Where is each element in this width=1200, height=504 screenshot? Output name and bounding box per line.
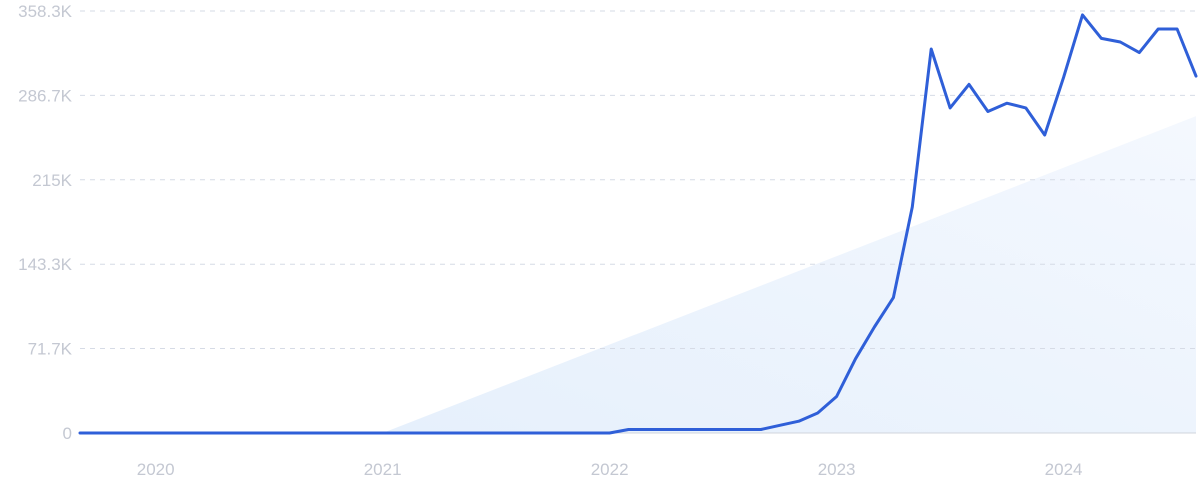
x-tick-label: 2023 bbox=[818, 460, 856, 479]
y-tick-label: 286.7K bbox=[18, 86, 73, 105]
y-tick-label: 143.3K bbox=[18, 255, 73, 274]
x-tick-label: 2022 bbox=[591, 460, 629, 479]
x-tick-label: 2020 bbox=[137, 460, 175, 479]
x-tick-label: 2024 bbox=[1045, 460, 1083, 479]
trend-area-layer bbox=[382, 116, 1197, 433]
series-layer bbox=[78, 13, 1198, 435]
y-tick-label: 358.3K bbox=[18, 2, 73, 21]
y-tick-label: 71.7K bbox=[28, 340, 73, 359]
y-tick-label: 0 bbox=[63, 424, 72, 443]
y-axis-ticks: 0 71.7K 143.3K 215K 286.7K 358.3K bbox=[18, 2, 73, 443]
x-tick-label: 2021 bbox=[364, 460, 402, 479]
series-line bbox=[78, 13, 1198, 435]
y-tick-label: 215K bbox=[32, 171, 72, 190]
trend-area bbox=[382, 116, 1197, 433]
x-axis-ticks: 2020 2021 2022 2023 2024 bbox=[137, 460, 1083, 479]
